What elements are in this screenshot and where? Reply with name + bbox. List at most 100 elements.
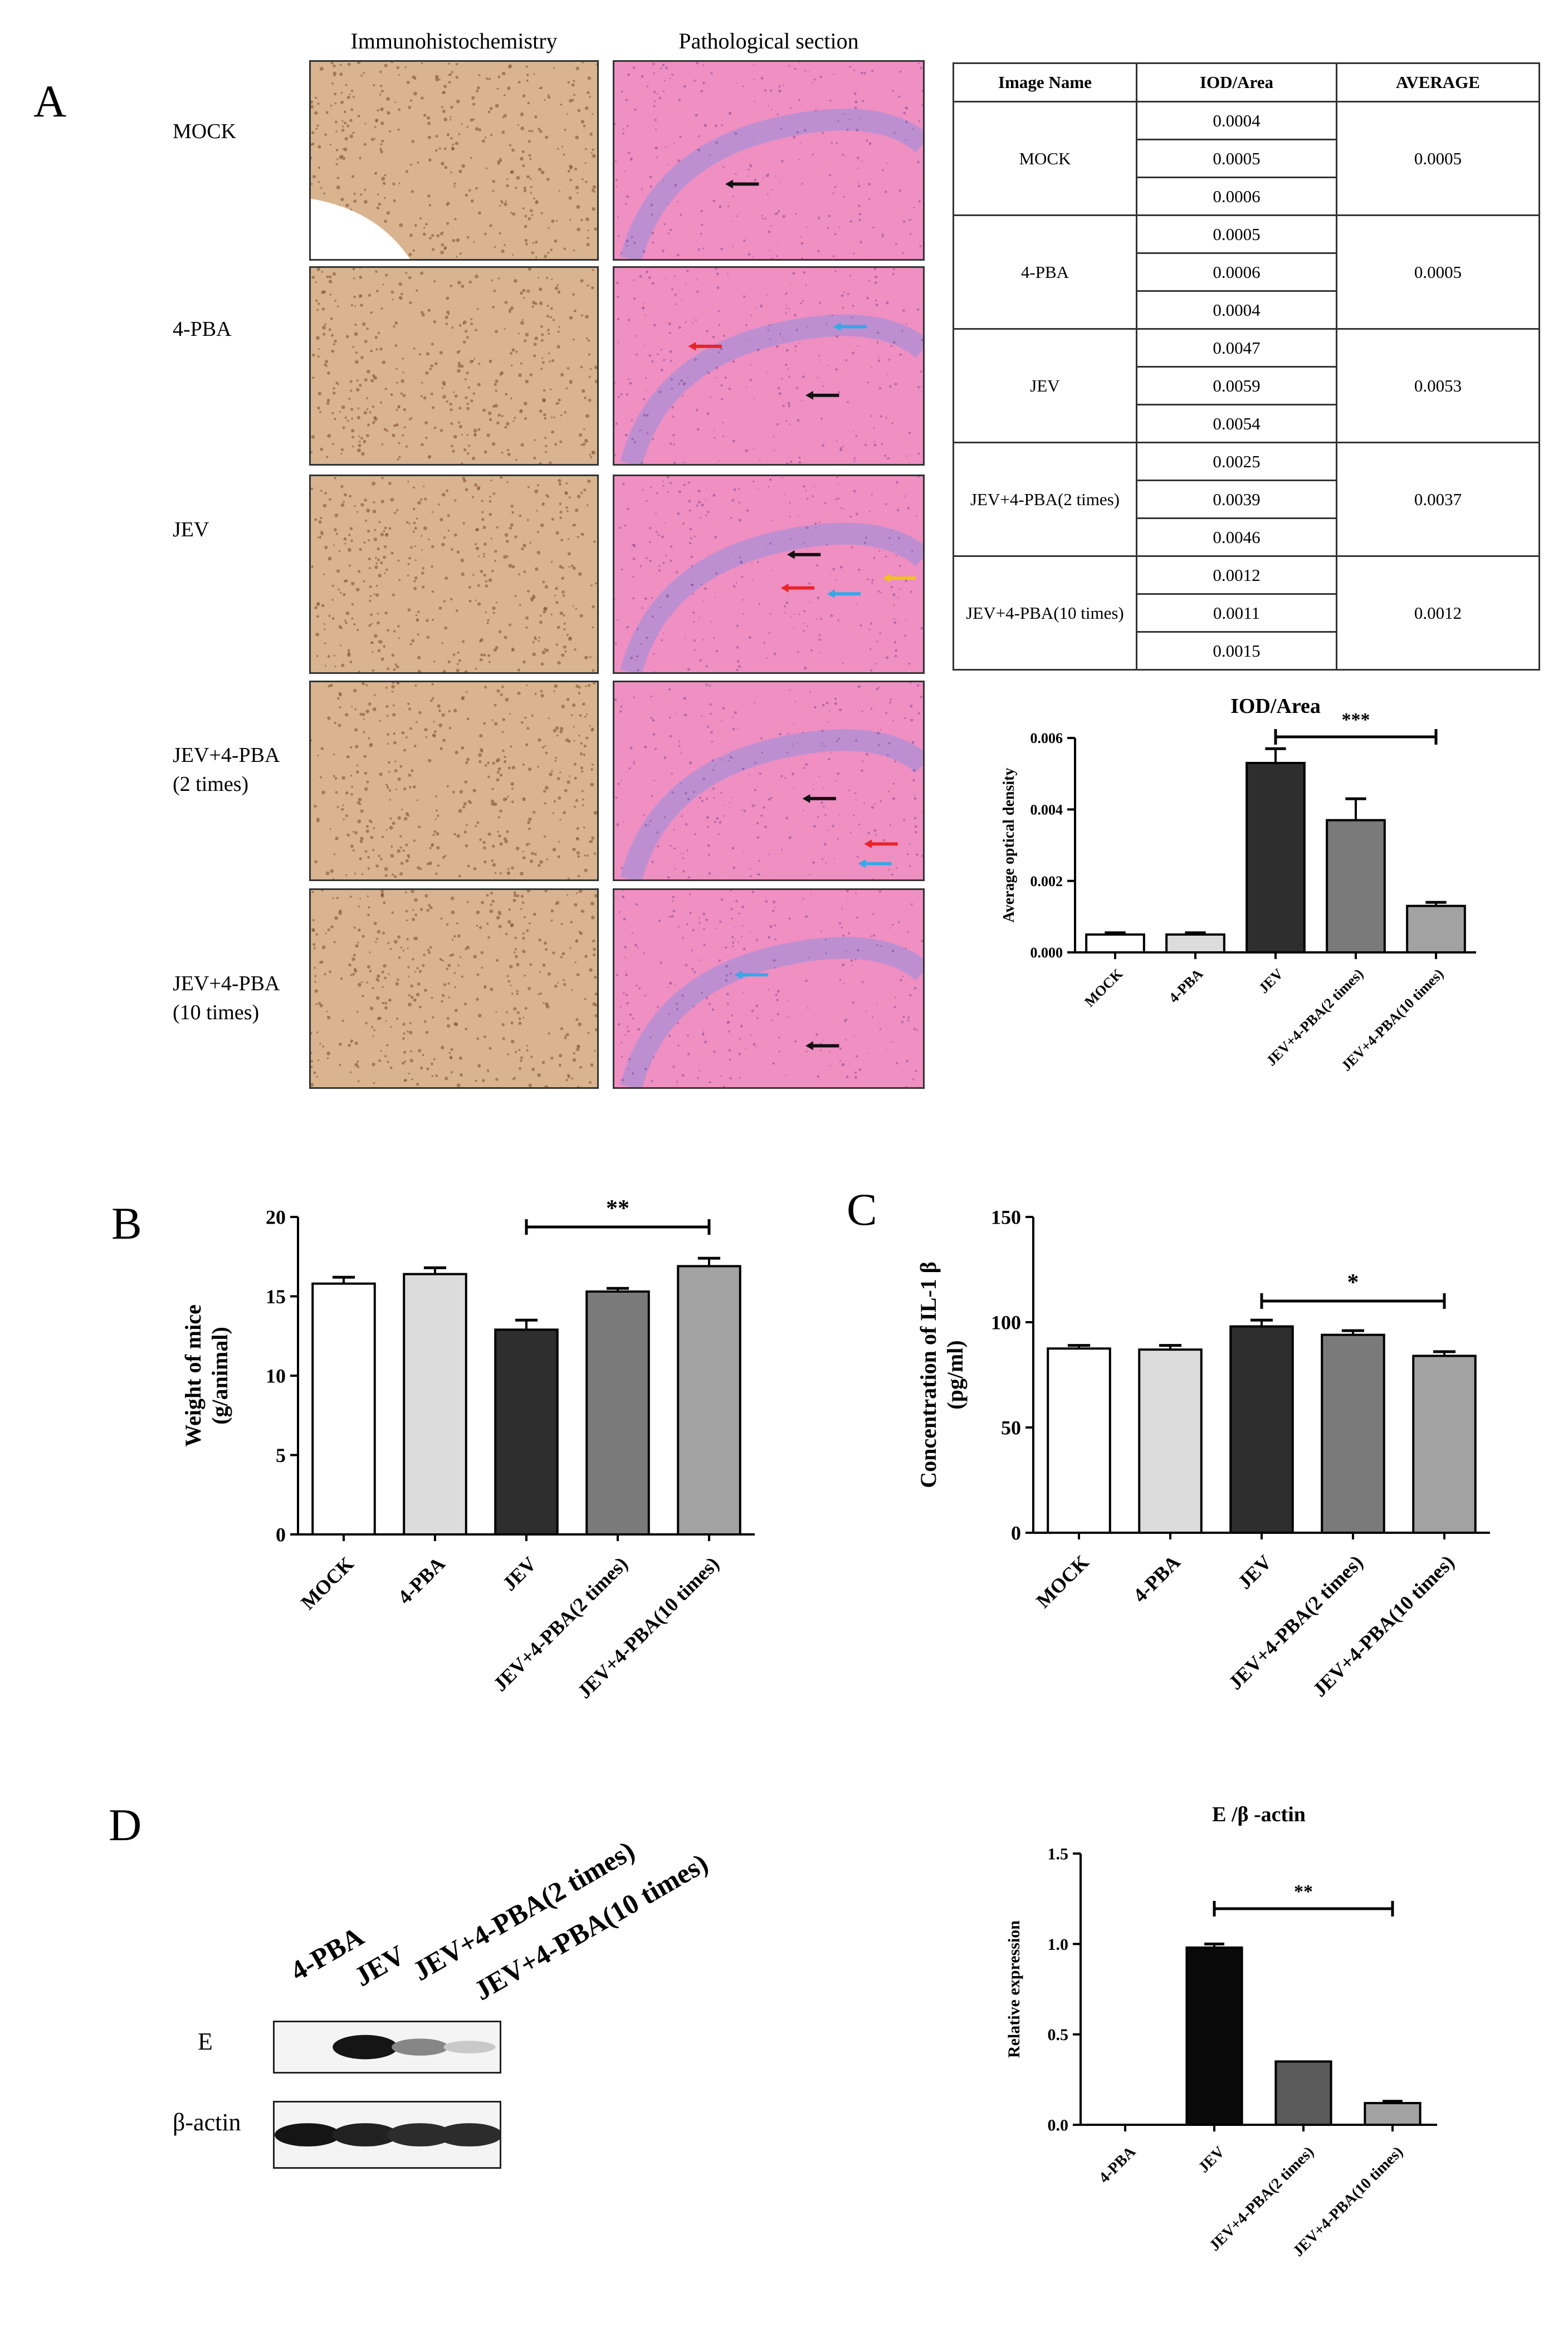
arrow-icon: [780, 583, 815, 593]
x-tick-label: 4-PBA: [393, 1552, 449, 1608]
arrow-icon: [882, 574, 916, 583]
error-bar: [1425, 901, 1447, 906]
table-row: 0.0006: [954, 252, 1540, 292]
y-tick-label: 20: [266, 1206, 286, 1229]
y-tick-label: 1.5: [1048, 1845, 1069, 1864]
blot-band: [387, 2123, 453, 2147]
table-row: 0.0005: [954, 139, 1540, 178]
weight-chart: 0 5 10 15 20 Weight of mice (g/animal) MOCK 4-PB…: [180, 1196, 755, 1703]
blot-actin-band-strip: [273, 2101, 501, 2169]
bar: [1047, 1347, 1111, 1534]
y-axis-label: Relative expression: [1005, 1920, 1023, 2058]
y-axis-label: (g/animal): [207, 1327, 232, 1425]
table-row: 0.0054: [954, 404, 1540, 443]
table-row: JEV+4-PBA(2 times) 0.0025 0.0037: [952, 442, 1541, 557]
x-tick-label: JEV: [1233, 1551, 1276, 1593]
table-cell-average: 0.0005: [1335, 101, 1541, 216]
panel-label-a: A: [33, 76, 67, 126]
arrow-icon: [833, 322, 867, 331]
y-tick-label: 1.0: [1048, 1935, 1069, 1954]
table-row: 0.0015: [954, 631, 1540, 671]
arrow-icon: [725, 179, 759, 189]
pathology-image: [613, 475, 925, 674]
error-bar: [606, 1287, 629, 1292]
table-cell-iod: 0.0004: [1135, 290, 1337, 330]
table-cell-iod: 0.0004: [1135, 101, 1337, 140]
blot-band: [436, 2123, 500, 2147]
blot-band: [392, 2038, 449, 2056]
y-axis-label: Weight of mice: [180, 1304, 206, 1447]
y-axis-label: (pg/ml): [942, 1340, 968, 1409]
bar: [1412, 1355, 1477, 1534]
significance-bracket: [1274, 729, 1438, 745]
row-label-mock: MOCK: [173, 120, 237, 143]
panel-label-d: D: [109, 1800, 142, 1850]
bar: [403, 1273, 467, 1536]
table-row: 0.0006: [954, 177, 1540, 216]
table-row: 0.0004: [954, 290, 1540, 330]
table-row: 0.0059: [954, 366, 1540, 405]
error-bar: [423, 1266, 447, 1274]
x-tick-label: JEV: [1195, 2143, 1228, 2176]
x-tick-label: JEV: [498, 1552, 540, 1595]
arrow-icon: [805, 1041, 839, 1050]
table-cell-average: 0.0005: [1335, 214, 1541, 330]
table-row: MOCK 0.0004 0.0005: [952, 101, 1541, 216]
chart-title: E /β -actin: [1212, 1803, 1306, 1826]
table-cell-image-name: JEV+4-PBA(10 times): [952, 555, 1137, 671]
error-bar: [1345, 797, 1366, 820]
ihc-image: [309, 266, 599, 466]
x-tick-label: MOCK: [296, 1552, 358, 1614]
table-row: 0.0039: [954, 480, 1540, 519]
table-cell-iod: 0.0039: [1135, 480, 1337, 519]
error-bar: [1159, 1344, 1182, 1350]
table-cell-iod: 0.0047: [1135, 328, 1337, 368]
row-label-jev: JEV: [173, 518, 209, 541]
table-row: JEV+4-PBA(10 times) 0.0012 0.0012: [952, 555, 1541, 671]
iod-area-chart: IOD/Area 0.000 0.002 0.004 0.006 Average opti…: [1000, 695, 1476, 1074]
table-cell-iod: 0.0005: [1135, 139, 1337, 178]
pathology-image: [613, 60, 925, 261]
table-header-average: AVERAGE: [1335, 62, 1541, 102]
y-tick-label: 0.002: [1030, 873, 1063, 889]
bar: [494, 1328, 559, 1536]
table-cell-image-name: 4-PBA: [952, 214, 1137, 330]
blot-band: [333, 2035, 398, 2060]
error-bar: [697, 1256, 721, 1267]
y-tick-label: 0: [276, 1524, 286, 1546]
arrow-icon: [858, 859, 892, 868]
blot-band: [275, 2123, 341, 2147]
table-cell-iod: 0.0054: [1135, 404, 1337, 443]
blot-band: [443, 2041, 496, 2053]
x-tick-label: 4-PBA: [1129, 1551, 1184, 1606]
bar: [1274, 2060, 1332, 2126]
e-actin-chart: E /β -actin 0.0 0.5 1.0 1.5 Relative expressi…: [1005, 1803, 1437, 2260]
error-bar: [1265, 747, 1286, 763]
pathology-image: [613, 888, 925, 1089]
error-bar: [1185, 931, 1206, 935]
significance-bracket: [1213, 1901, 1394, 1916]
column-title-ihc: Immunohistochemistry: [350, 28, 558, 53]
panel-label-b: B: [111, 1198, 142, 1249]
pathology-image: [613, 266, 925, 466]
table-cell-average: 0.0012: [1335, 555, 1541, 671]
table-header-image-name: Image Name: [952, 62, 1137, 102]
table-cell-image-name: MOCK: [952, 101, 1137, 216]
blot-e-band-strip: [273, 2021, 501, 2074]
significance-label: **: [606, 1196, 629, 1221]
y-axis-label: Concentration of IL-1 β: [916, 1262, 941, 1488]
row-label-4pba: 4-PBA: [173, 317, 232, 341]
table-cell-iod: 0.0015: [1135, 631, 1337, 671]
ihc-image: [309, 681, 599, 881]
bar: [1185, 1946, 1243, 2126]
x-tick-label: MOCK: [1032, 1551, 1093, 1612]
bar: [1321, 1333, 1385, 1534]
error-bar: [1105, 931, 1126, 935]
bar: [1326, 819, 1386, 954]
ihc-image: [309, 475, 599, 674]
error-bar: [1067, 1344, 1091, 1349]
arrow-icon: [734, 970, 769, 980]
significance-bracket: [1260, 1293, 1446, 1309]
y-axis-label: Average optical density: [1000, 768, 1018, 923]
table-cell-iod: 0.0059: [1135, 366, 1337, 405]
